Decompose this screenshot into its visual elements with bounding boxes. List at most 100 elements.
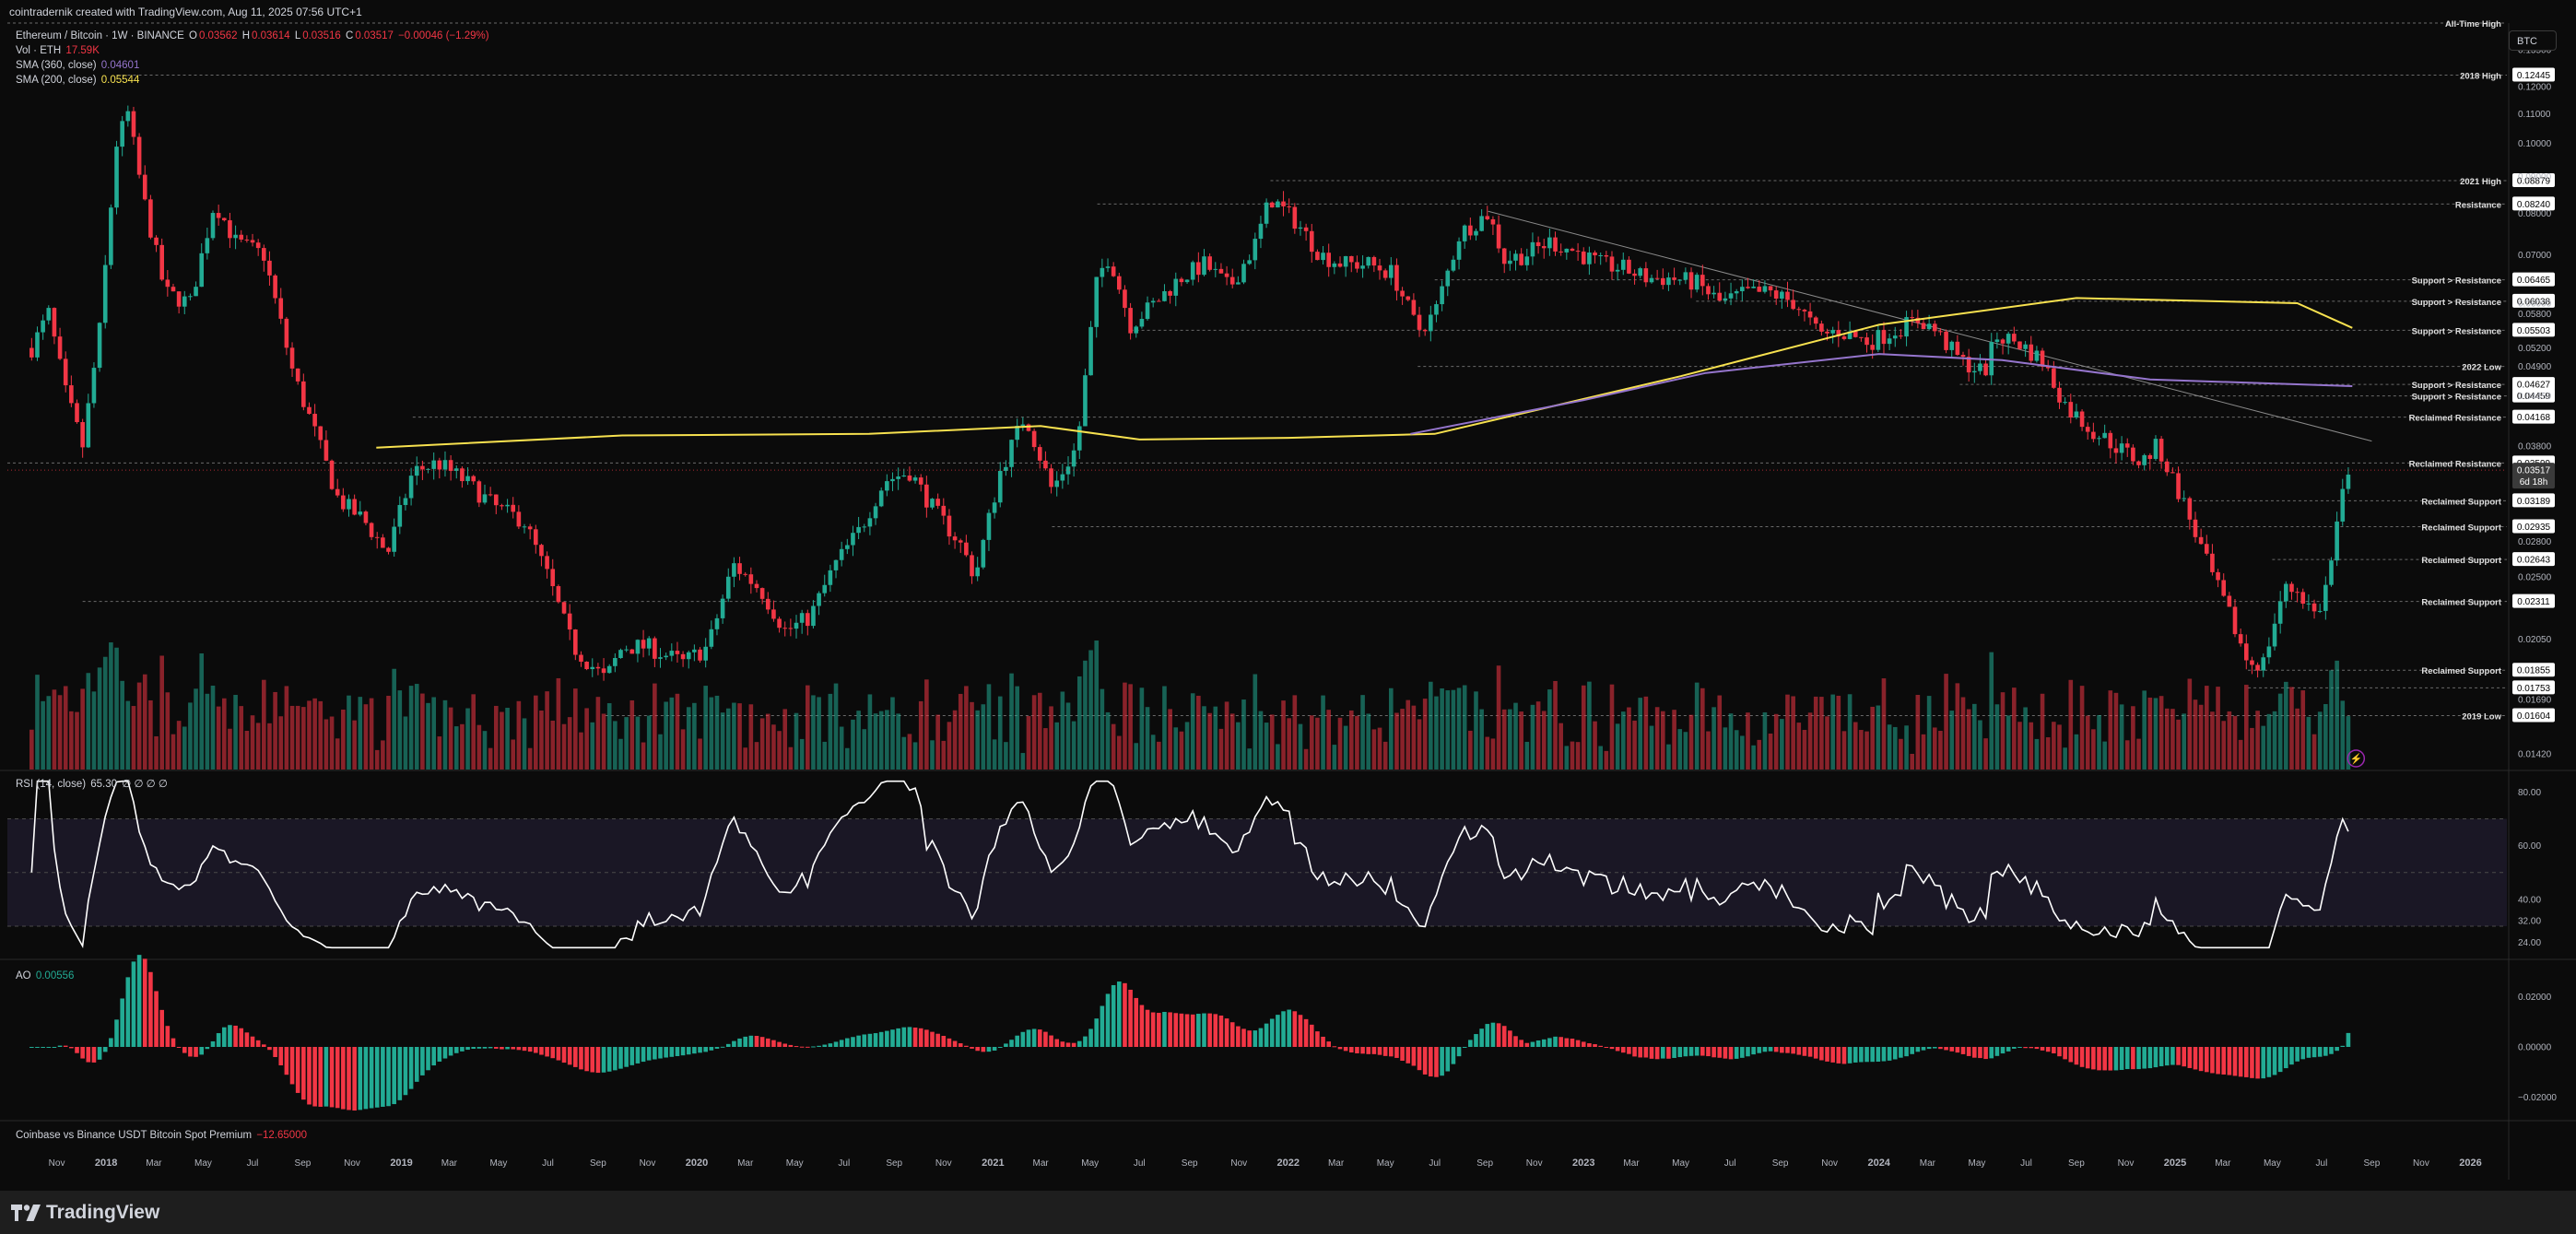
ao-bar [1825, 1047, 1829, 1062]
ao-bar [278, 1047, 284, 1065]
volume-bar [1015, 686, 1019, 770]
candle-body [828, 570, 833, 585]
currency-button[interactable]: BTC [2509, 30, 2557, 51]
volume-bar [901, 736, 907, 770]
sma200-legend[interactable]: SMA (200, close) 0.05544 [16, 75, 140, 86]
ao-bar [1445, 1047, 1451, 1072]
volume-bar [244, 730, 250, 770]
candle-body [833, 559, 839, 570]
volume-bar [947, 722, 952, 770]
chart-canvas[interactable]: All-Time High 2018 High 0.12445 2021 High 0.… [0, 0, 2576, 1191]
candle-body [1394, 264, 1399, 291]
premium-legend[interactable]: Coinbase vs Binance USDT Bitcoin Spot Pr… [16, 1130, 307, 1141]
candle-body [618, 650, 623, 659]
volume-bar [1807, 712, 1813, 770]
candle-body [505, 504, 510, 507]
ao-bar [1757, 1047, 1762, 1053]
ao-bar [1213, 1014, 1218, 1047]
ao-bar [1972, 1047, 1977, 1058]
level-label: Reclaimed Support [2421, 666, 2501, 676]
ao-bar [567, 1047, 572, 1065]
candle-body [777, 618, 782, 629]
symbol-name[interactable]: Ethereum / Bitcoin · 1W · BINANCE [16, 30, 184, 41]
candle-body [986, 512, 992, 540]
ao-bar [233, 1025, 238, 1047]
volume-bar [335, 738, 340, 770]
volume-legend[interactable]: Vol · ETH 17.59K [16, 45, 100, 56]
level-price-box [2512, 377, 2555, 392]
volume-bar [2255, 711, 2260, 770]
ao-bar [1490, 1022, 1496, 1047]
volume-bar [1723, 727, 1728, 770]
tradingview-logo[interactable]: TradingView [11, 1202, 159, 1224]
volume-bar [545, 691, 549, 770]
sma360-legend[interactable]: SMA (360, close) 0.04601 [16, 60, 140, 71]
ao-bar [856, 1035, 861, 1047]
ao-bar [1326, 1041, 1332, 1047]
ao-bar [2124, 1047, 2130, 1070]
candle-body [57, 336, 63, 359]
volume-bar [720, 712, 725, 770]
candle-body [1287, 206, 1291, 207]
candle-body [1535, 241, 1541, 247]
candle-body [1813, 317, 1818, 324]
volume-bar [1593, 721, 1597, 770]
volume-bar [1819, 697, 1824, 770]
ao-bar [2006, 1047, 2011, 1052]
volume-bar [743, 747, 747, 770]
ao-bar [1892, 1047, 1898, 1060]
ao-bar [2158, 1047, 2164, 1066]
volume-bar [2023, 707, 2028, 770]
ao-legend[interactable]: AO 0.00556 [16, 970, 75, 981]
ao-bar [221, 1027, 227, 1047]
volume-bar [1627, 707, 1631, 770]
volume-bar [120, 680, 124, 770]
candle-body [2108, 432, 2113, 449]
candle-body [1015, 426, 1019, 441]
date-tick-label: Mar [1623, 1158, 1640, 1169]
ao-bar [952, 1040, 958, 1047]
candle-body [579, 654, 583, 662]
candle-body [878, 490, 884, 507]
candle-body [2158, 439, 2164, 462]
ao-bar [584, 1047, 589, 1072]
candle-body [1468, 225, 1473, 236]
ao-bar [1134, 997, 1139, 1047]
candle-body [1501, 248, 1507, 264]
ao-bar [664, 1047, 668, 1058]
volume-bar [255, 723, 261, 770]
volume-bar [318, 700, 323, 770]
volume-bar [131, 706, 136, 770]
volume-bar [992, 739, 997, 770]
candle-body [1071, 450, 1076, 467]
tradingview-logo-icon [11, 1205, 41, 1221]
ao-bar [606, 1047, 612, 1072]
volume-bar [2097, 715, 2101, 770]
date-tick-label: 2021 [982, 1158, 1004, 1169]
ao-bar [2300, 1047, 2306, 1060]
volume-bar [1700, 688, 1705, 770]
ao-bar [471, 1047, 476, 1049]
ao-bar [958, 1043, 963, 1047]
volume-bar [1026, 715, 1031, 770]
ao-bar [199, 1047, 205, 1055]
candle-body [1264, 202, 1269, 224]
date-tick-label: Nov [935, 1158, 952, 1169]
volume-bar [912, 742, 918, 770]
volume-bar [930, 740, 935, 770]
volume-bar [890, 697, 895, 770]
candle-body [2074, 411, 2079, 417]
date-tick-label: 2018 [95, 1158, 117, 1169]
volume-bar [1949, 711, 1955, 770]
volume-bar [2012, 688, 2017, 770]
candle-body [2284, 583, 2288, 602]
rsi-legend[interactable]: RSI (14, close) 65.30 ∅ ∅ ∅ ∅ [16, 779, 168, 790]
volume-bar [1031, 695, 1037, 770]
candle-body [471, 476, 476, 482]
ao-bar [244, 1032, 250, 1047]
candle-body [1887, 338, 1892, 345]
volume-bar [408, 686, 414, 770]
candle-body [692, 649, 697, 652]
candle-body [1796, 309, 1802, 311]
candle-body [2164, 461, 2170, 473]
